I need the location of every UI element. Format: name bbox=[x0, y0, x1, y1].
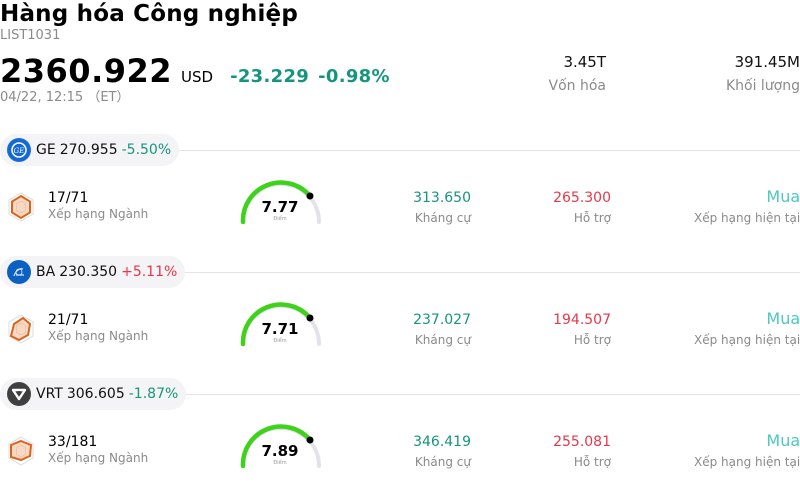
volume-value: 391.45M bbox=[734, 53, 800, 71]
rating-label: Xếp hạng hiện tại bbox=[694, 455, 800, 469]
boeing-logo-icon bbox=[7, 260, 31, 284]
ticker-pill[interactable]: GE GE 270.955 -5.50% bbox=[0, 134, 180, 166]
industry-rank-value: 17/71 bbox=[48, 190, 89, 206]
industry-rank-value: 21/71 bbox=[48, 312, 89, 328]
rating-value: Mua bbox=[766, 309, 800, 328]
support-value: 255.081 bbox=[553, 434, 611, 450]
support: 194.507 Hỗ trợ bbox=[553, 311, 611, 348]
industry-rank-label: Xếp hạng Ngành bbox=[48, 329, 149, 343]
ge-logo-icon: GE bbox=[7, 138, 31, 162]
ticker-change-percent: -1.87% bbox=[128, 386, 179, 402]
resistance-label: Kháng cự bbox=[414, 211, 471, 225]
resistance: 346.419 Kháng cự bbox=[413, 433, 471, 470]
score-value: 7.71 bbox=[261, 320, 299, 338]
current-rating: Mua Xếp hạng hiện tại bbox=[694, 309, 800, 348]
ticker-symbol: GE bbox=[36, 142, 56, 158]
radar-hexagon-icon bbox=[8, 436, 34, 466]
support-value: 194.507 bbox=[553, 312, 611, 328]
score-label: Điểm bbox=[273, 460, 287, 466]
divider bbox=[0, 394, 800, 395]
support-label: Hỗ trợ bbox=[573, 333, 611, 347]
divider bbox=[0, 272, 800, 273]
list-code: LIST1031 bbox=[0, 28, 61, 43]
resistance-label: Kháng cự bbox=[414, 333, 471, 347]
ticker-price: 306.605 bbox=[66, 386, 125, 402]
resistance-value: 313.650 bbox=[413, 190, 471, 206]
ticker-price: 270.955 bbox=[59, 142, 118, 158]
rating-value: Mua bbox=[766, 187, 800, 206]
ticker-price: 230.350 bbox=[59, 264, 118, 280]
score-label: Điểm bbox=[273, 216, 287, 222]
industry-rank-label: Xếp hạng Ngành bbox=[48, 207, 149, 221]
score-gauge bbox=[240, 302, 321, 347]
current-rating: Mua Xếp hạng hiện tại bbox=[694, 187, 800, 226]
market-cap-label: Vốn hóa bbox=[548, 78, 606, 94]
support: 255.081 Hỗ trợ bbox=[553, 433, 611, 470]
timestamp: 04/22, 12:15 （ET） bbox=[0, 90, 130, 105]
score-gauge bbox=[240, 180, 321, 225]
ticker-symbol: BA bbox=[36, 264, 56, 280]
price-change: -23.229 bbox=[230, 66, 310, 87]
score-label: Điểm bbox=[273, 338, 287, 344]
support: 265.300 Hỗ trợ bbox=[553, 189, 611, 226]
price-row: 2360.922 USD -23.229 -0.98% bbox=[0, 52, 390, 90]
current-rating: Mua Xếp hạng hiện tại bbox=[694, 431, 800, 470]
currency: USD bbox=[181, 68, 214, 86]
radar-hexagon-icon bbox=[8, 314, 34, 344]
radar-hexagon-icon bbox=[8, 192, 34, 222]
ticker-symbol: VRT bbox=[36, 386, 63, 402]
price-change-percent: -0.98% bbox=[318, 66, 390, 87]
ticker-pill[interactable]: BA 230.350 +5.11% bbox=[0, 256, 186, 288]
score-value: 7.77 bbox=[261, 198, 299, 216]
rating-label: Xếp hạng hiện tại bbox=[694, 211, 800, 225]
volume-label: Khối lượng bbox=[725, 78, 800, 94]
divider bbox=[0, 150, 800, 151]
index-price: 2360.922 bbox=[0, 52, 173, 90]
svg-text:GE: GE bbox=[14, 147, 25, 155]
resistance: 313.650 Kháng cự bbox=[413, 189, 471, 226]
resistance: 237.027 Kháng cự bbox=[413, 311, 471, 348]
industry-rank-label: Xếp hạng Ngành bbox=[48, 451, 149, 465]
market-cap-value: 3.45T bbox=[563, 53, 606, 71]
support-label: Hỗ trợ bbox=[573, 211, 611, 225]
ticker-change-percent: +5.11% bbox=[121, 264, 178, 280]
market-cap-stat: 3.45T Vốn hóa bbox=[549, 52, 606, 96]
vertiv-logo-icon bbox=[7, 382, 31, 406]
page-title: Hàng hóa Công nghiệp bbox=[0, 1, 299, 27]
resistance-value: 346.419 bbox=[413, 434, 471, 450]
ticker-change-percent: -5.50% bbox=[121, 142, 172, 158]
score-value: 7.89 bbox=[261, 442, 299, 460]
volume-stat: 391.45M Khối lượng bbox=[726, 52, 800, 96]
rating-label: Xếp hạng hiện tại bbox=[694, 333, 800, 347]
score-gauge bbox=[240, 424, 321, 469]
industry-rank-value: 33/181 bbox=[48, 434, 98, 450]
resistance-value: 237.027 bbox=[413, 312, 471, 328]
support-label: Hỗ trợ bbox=[573, 455, 611, 469]
resistance-label: Kháng cự bbox=[414, 455, 471, 469]
ticker-pill[interactable]: VRT 306.605 -1.87% bbox=[0, 378, 187, 410]
support-value: 265.300 bbox=[553, 190, 611, 206]
rating-value: Mua bbox=[766, 431, 800, 450]
